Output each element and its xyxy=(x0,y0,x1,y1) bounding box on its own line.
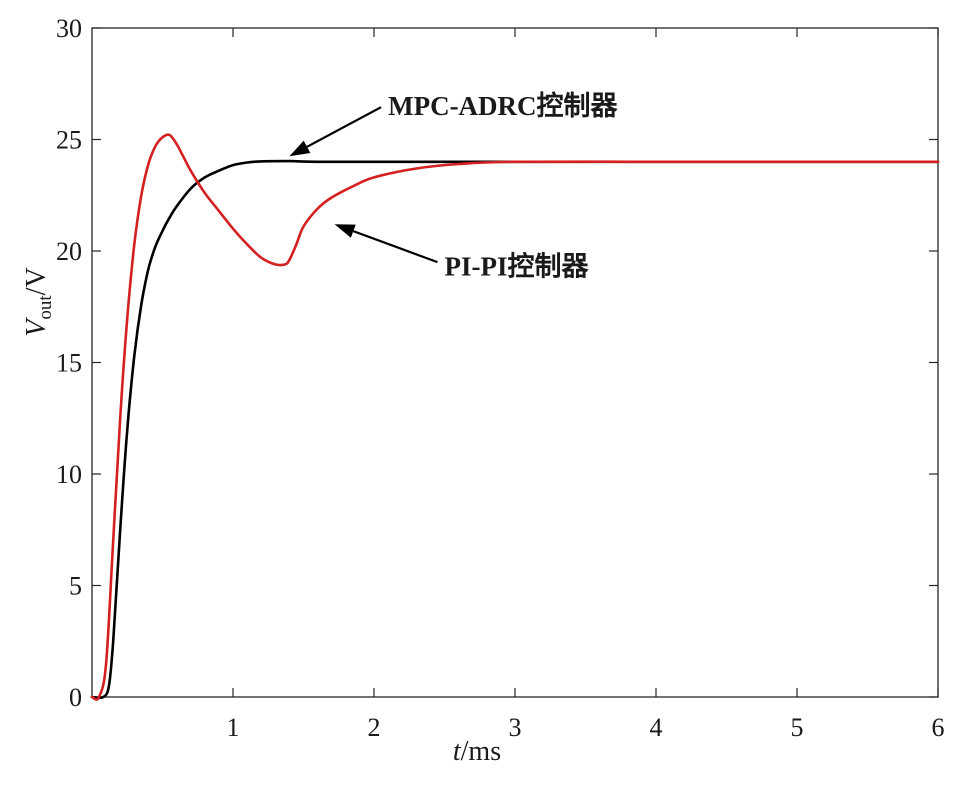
annotation-arrows xyxy=(289,106,438,264)
annotations: MPC-ADRC控制器 PI-PI控制器 xyxy=(388,91,618,282)
y-tick-label-4: 20 xyxy=(56,237,82,266)
annotation-arrow-0 xyxy=(289,106,382,157)
x-tick-label-4: 5 xyxy=(791,713,804,742)
y-axis-label: Vout/V xyxy=(21,267,56,336)
tick-labels: 1 2 3 4 5 6 0 5 10 15 20 25 30 xyxy=(56,14,945,742)
y-tick-label-0: 0 xyxy=(69,683,82,712)
y-tick-label-3: 15 xyxy=(56,349,82,378)
x-tick-label-5: 6 xyxy=(932,713,945,742)
x-tick-label-0: 1 xyxy=(227,713,240,742)
annotation-arrow-1 xyxy=(334,224,438,264)
x-tick-label-2: 3 xyxy=(509,713,522,742)
x-axis-label: t/ms xyxy=(453,736,501,767)
x-tick-label-3: 4 xyxy=(650,713,663,742)
x-tick-label-1: 2 xyxy=(368,713,381,742)
y-tick-label-1: 5 xyxy=(69,572,82,601)
y-tick-label-6: 30 xyxy=(56,14,82,43)
y-tick-label-2: 10 xyxy=(56,460,82,489)
series-layer xyxy=(90,133,940,701)
plot-area xyxy=(91,27,939,698)
series-annotation-1: PI-PI控制器 xyxy=(445,252,590,282)
y-tick-label-5: 25 xyxy=(56,126,82,155)
series-line-1 xyxy=(90,133,940,701)
series-annotation-0: MPC-ADRC控制器 xyxy=(388,91,618,121)
